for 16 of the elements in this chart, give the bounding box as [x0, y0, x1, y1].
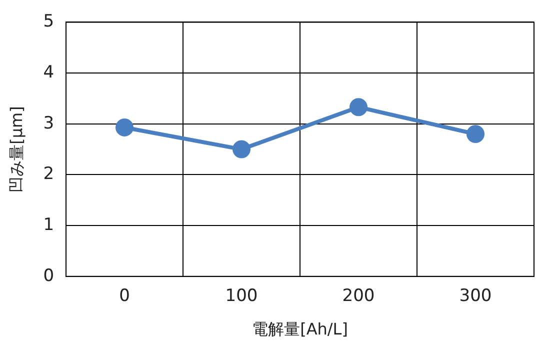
y-tick-label: 1	[43, 214, 54, 235]
x-axis-title: 電解量[Ah/L]	[252, 320, 348, 339]
point	[350, 98, 368, 116]
y-tick-label: 0	[43, 266, 54, 286]
x-tick-label: 0	[119, 286, 130, 306]
y-tick-label: 5	[43, 12, 54, 32]
y-tick-label: 3	[43, 113, 54, 134]
point	[232, 140, 251, 158]
y-tick-label: 4	[43, 62, 54, 82]
y-tick-label: 2	[43, 164, 54, 184]
point	[466, 125, 484, 144]
x-tick-label: 200	[342, 286, 375, 306]
y-axis-title: 凹み量[μm]	[6, 106, 26, 192]
x-tick-label: 300	[459, 286, 492, 306]
point	[116, 118, 134, 136]
x-tick-label: 100	[225, 286, 258, 306]
